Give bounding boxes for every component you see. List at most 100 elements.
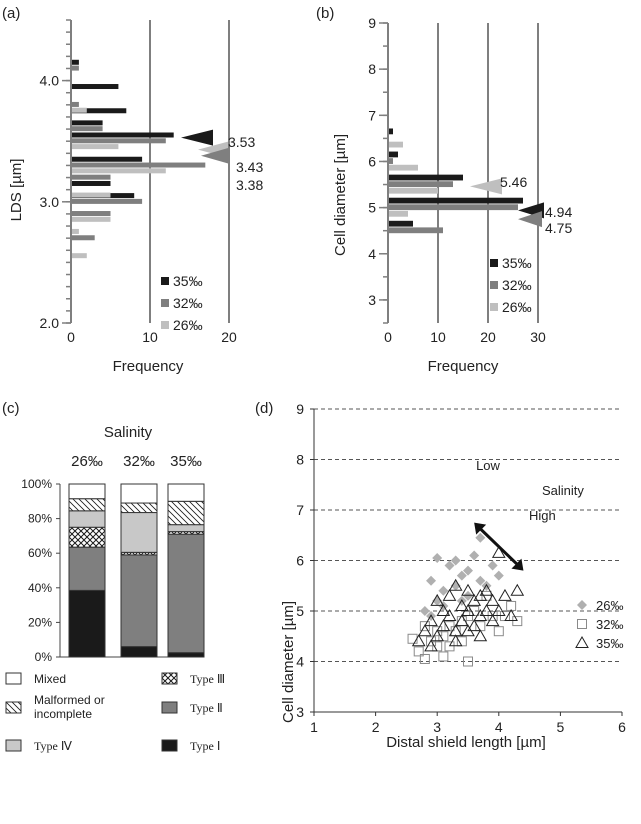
a-bar [71,174,111,180]
d-legend-marker [575,635,589,648]
c-legend-label: Type Ⅱ [190,701,223,715]
c-stacked-segment [167,533,205,654]
a-legend-swatch [161,321,169,329]
b-xtick-label: 10 [430,329,446,345]
a-bar [71,192,111,198]
b-bar [388,227,443,234]
d-ytick-label: 9 [296,401,304,417]
a-bar [71,180,111,186]
d-point [444,560,455,571]
d-point [491,603,506,616]
a-mean-label: 3.38 [236,177,263,193]
panel-a-lds-histogram: (a) 0 10 202.03.04.03.533.433.3835‰32‰26‰ … [2,5,263,375]
b-xtick-label: 20 [480,329,496,345]
d-point [442,588,457,601]
b-legend-swatch [490,259,498,267]
d-legend-marker [577,600,587,610]
d-point [450,555,461,566]
c-legend-label: Malformed or [34,693,105,707]
a-bar [71,144,119,150]
c-legend-swatch [5,701,22,714]
d-ytick-label: 5 [296,603,304,619]
c-legend-swatch [5,739,22,752]
b-ytick-label: 8 [368,61,376,77]
c-ytick-label: 80% [28,512,52,526]
b-legend-label: 35‰ [502,255,532,271]
a-bar [71,132,174,138]
b-ytick-label: 9 [368,15,376,31]
b-bar [388,141,403,148]
d-point [504,609,518,622]
a-bar [71,228,79,234]
d-point [475,575,486,586]
a-xtick-label: 10 [142,329,158,345]
a-ytick-label: 2.0 [40,315,60,331]
b-ytick-label: 7 [368,107,376,123]
a-bar [71,120,103,126]
b-mean-label: 4.75 [545,220,572,236]
d-point [436,619,451,632]
b-legend-swatch [490,303,498,311]
panel-a-xlabel: Frequency [113,358,184,375]
c-stacked-segment [68,526,106,548]
panel-d-scatter: (d) 3 4 5 6 7 8 9 1 2 3 4 5 6 Low Salinity High 26‰ 32‰ 35… [255,400,626,751]
d-point [493,570,504,581]
a-bar [71,253,87,259]
c-ytick-label: 20% [28,615,52,629]
panel-d-xlabel: Distal shield length [µm] [386,734,546,751]
d-point [463,590,473,601]
panel-c-label: (c) [2,400,20,417]
d-point [448,634,463,647]
c-stacked-segment [167,652,205,658]
d-point [419,621,430,632]
panel-a-label: (a) [2,5,20,22]
d-xtick-label: 3 [433,719,441,735]
c-stacked-segment [120,512,158,553]
a-bar [71,101,79,107]
d-ytick-label: 8 [296,452,304,468]
c-ytick-label: 100% [21,477,52,491]
d-point [430,629,445,642]
d-salinity-arrow-shaft [479,527,519,566]
d-salinity-arrow-head [474,522,487,535]
a-mean-label: 3.43 [236,159,263,175]
b-mean-label: 4.94 [545,204,572,220]
d-point [430,593,445,606]
d-point [467,619,482,632]
a-legend-swatch [161,277,169,285]
a-mean-arrow [181,129,213,146]
d-xtick-label: 4 [495,719,503,735]
d-point [426,575,437,586]
b-bar [388,210,408,217]
b-bar [388,197,523,204]
panel-b-xlabel: Frequency [428,358,499,375]
panel-d-ylabel: Cell diameter [µm] [280,601,297,723]
a-bar [71,126,103,132]
c-legend-swatch [161,739,178,752]
d-point [438,585,449,596]
b-xtick-label: 30 [530,329,546,345]
d-point [407,633,418,644]
c-stacked-segment [167,483,205,502]
d-xtick-label: 5 [557,719,565,735]
c-stacked-segment [68,483,106,500]
d-xtick-label: 6 [618,719,626,735]
c-stacked-segment [68,498,106,512]
a-bar [71,65,79,71]
d-point [413,646,424,657]
d-xtick-label: 1 [310,719,318,735]
b-ytick-label: 5 [368,200,376,216]
d-point [448,578,463,591]
d-point [469,550,480,561]
b-mean-arrow [470,178,502,195]
d-annotation-low: Low [476,458,500,473]
d-ytick-label: 4 [296,654,304,670]
d-point [463,611,473,622]
d-point [419,606,430,616]
d-point [512,616,523,627]
a-mean-arrow [201,147,229,164]
a-ytick-label: 3.0 [40,194,60,210]
a-bar [71,108,127,114]
